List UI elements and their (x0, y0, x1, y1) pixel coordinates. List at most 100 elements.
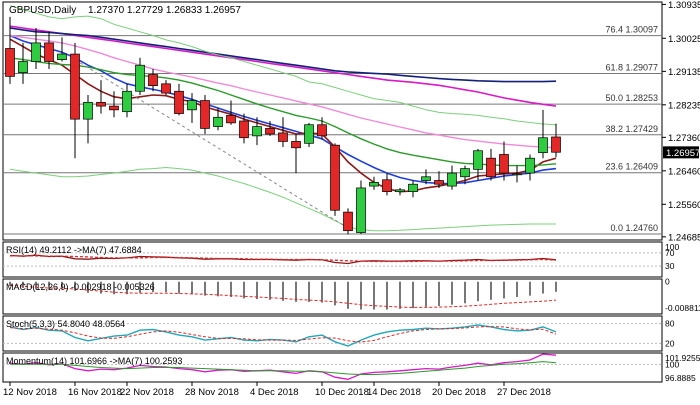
bull-candle (122, 90, 132, 113)
candlesticks (5, 16, 561, 235)
momentum-level-label: 101.9255 (665, 353, 700, 363)
rsi-label: RSI(14) 49.2112 ->MA(7) 47.6884 (6, 245, 142, 255)
fib-level-label: 76.4 1.30097 (605, 25, 658, 35)
bull-candle (31, 42, 41, 62)
price-tick-label: 1.30025 (668, 34, 700, 45)
bull-candle (473, 150, 483, 170)
bear-candle (330, 144, 340, 211)
bull-candle (525, 157, 535, 174)
trend-lines (74, 59, 349, 229)
moving-average-line (9, 27, 557, 83)
panel-frame (2, 241, 663, 278)
bear-candle (5, 48, 15, 77)
bear-candle (486, 157, 496, 178)
stoch-level-label: 80 (665, 319, 675, 329)
bear-candle (434, 180, 444, 185)
bear-candle (551, 136, 561, 153)
bear-candle (343, 211, 353, 232)
bull-candle (18, 61, 28, 74)
bear-candle (317, 124, 327, 137)
bull-candle (135, 64, 145, 92)
last-price-label: 1.26957 (666, 148, 700, 159)
rsi-level-label: 30 (665, 261, 675, 271)
macd-level-label: -0.008811 (665, 303, 700, 313)
bull-candle (187, 100, 197, 111)
bear-candle (278, 132, 288, 142)
bear-candle (161, 83, 171, 94)
moving-average-line (9, 25, 557, 107)
price-tick-label: 1.27360 (668, 133, 700, 144)
panel-frame (2, 352, 663, 383)
chart-symbol: GBPUSD,Daily (9, 5, 76, 16)
bull-candle (447, 172, 457, 187)
price-tick-label: 1.26460 (668, 166, 700, 177)
bear-candle (291, 141, 301, 149)
trend-line (74, 59, 349, 229)
panel-frame (2, 278, 663, 315)
macd-signal-line (9, 284, 557, 308)
bull-candle (356, 187, 366, 233)
bear-candle (148, 74, 158, 87)
bull-candle (369, 182, 379, 187)
time-tick-label: 12 Nov 2018 (3, 387, 57, 398)
moving-average-line (9, 57, 557, 167)
axes: 1.30935 1.30025 1.29135 1.28235 1.27360 1.264… (3, 0, 700, 398)
last-price-box (663, 146, 699, 159)
time-tick-label: 16 Nov 2018 (68, 387, 122, 398)
rsi-level-label: 70 (665, 248, 675, 258)
momentum-label: Momentum(14) 101.6966 ->MA(7) 100.2593 (6, 356, 182, 366)
price-tick-label: 1.25560 (668, 200, 700, 211)
panel-frame (2, 315, 663, 352)
bull-candle (304, 124, 314, 144)
bull-candle (83, 102, 93, 120)
bear-candle (499, 154, 509, 174)
rsi-level-label: 100 (665, 242, 679, 252)
bear-candle (239, 120, 249, 139)
fib-level-label: 0.0 1.24760 (610, 223, 658, 233)
bear-candle (265, 128, 275, 135)
panel-frames (2, 1, 663, 383)
bull-candle (57, 53, 67, 60)
momentum-ma-line (10, 361, 557, 375)
momentum-line (9, 353, 557, 380)
time-tick-label: 4 Dec 2018 (250, 387, 299, 398)
bull-candle (538, 137, 548, 153)
moving-average-line (9, 5, 557, 126)
moving-average-line (9, 166, 556, 232)
bear-candle (382, 179, 392, 193)
stoch-label: Stoch(5,3,3) 54.8040 48.0564 (6, 319, 125, 329)
bear-candle (109, 105, 119, 111)
macd-level-label: 0 (665, 277, 670, 287)
bull-candle (252, 126, 262, 137)
price-tick-label: 1.24685 (668, 232, 700, 243)
price-tick-label: 1.29135 (668, 67, 700, 78)
momentum-level-label: 96.8885 (665, 373, 696, 383)
bear-candle (96, 102, 106, 107)
bull-candle (421, 176, 431, 181)
time-tick-label: 22 Nov 2018 (120, 387, 174, 398)
time-tick-label: 28 Nov 2018 (185, 387, 239, 398)
bear-candle (226, 115, 236, 124)
time-tick-label: 14 Dec 2018 (367, 387, 421, 398)
fib-level-label: 38.2 1.27429 (605, 124, 658, 134)
time-tick-label: 20 Dec 2018 (432, 387, 486, 398)
bull-candle (512, 173, 522, 176)
fib-level-label: 61.8 1.29077 (605, 63, 658, 73)
stoch-level-label: 20 (665, 338, 675, 348)
time-tick-label: 27 Dec 2018 (497, 387, 551, 398)
bull-candle (395, 189, 405, 193)
price-tick-label: 1.28235 (668, 100, 700, 111)
bear-candle (174, 90, 184, 114)
bear-candle (44, 42, 54, 62)
chart-ohlc: 1.27370 1.27729 1.26833 1.26957 (88, 5, 241, 16)
moving-average-line (9, 34, 557, 149)
bear-candle (70, 53, 80, 120)
stoch-signal-line (9, 326, 557, 343)
panel-frame (2, 1, 663, 241)
fib-level-label: 23.6 1.26409 (605, 162, 658, 172)
macd-label: MACD(12,26,9) -0.002918 -0.005326 (6, 282, 155, 292)
bear-candle (200, 100, 210, 129)
